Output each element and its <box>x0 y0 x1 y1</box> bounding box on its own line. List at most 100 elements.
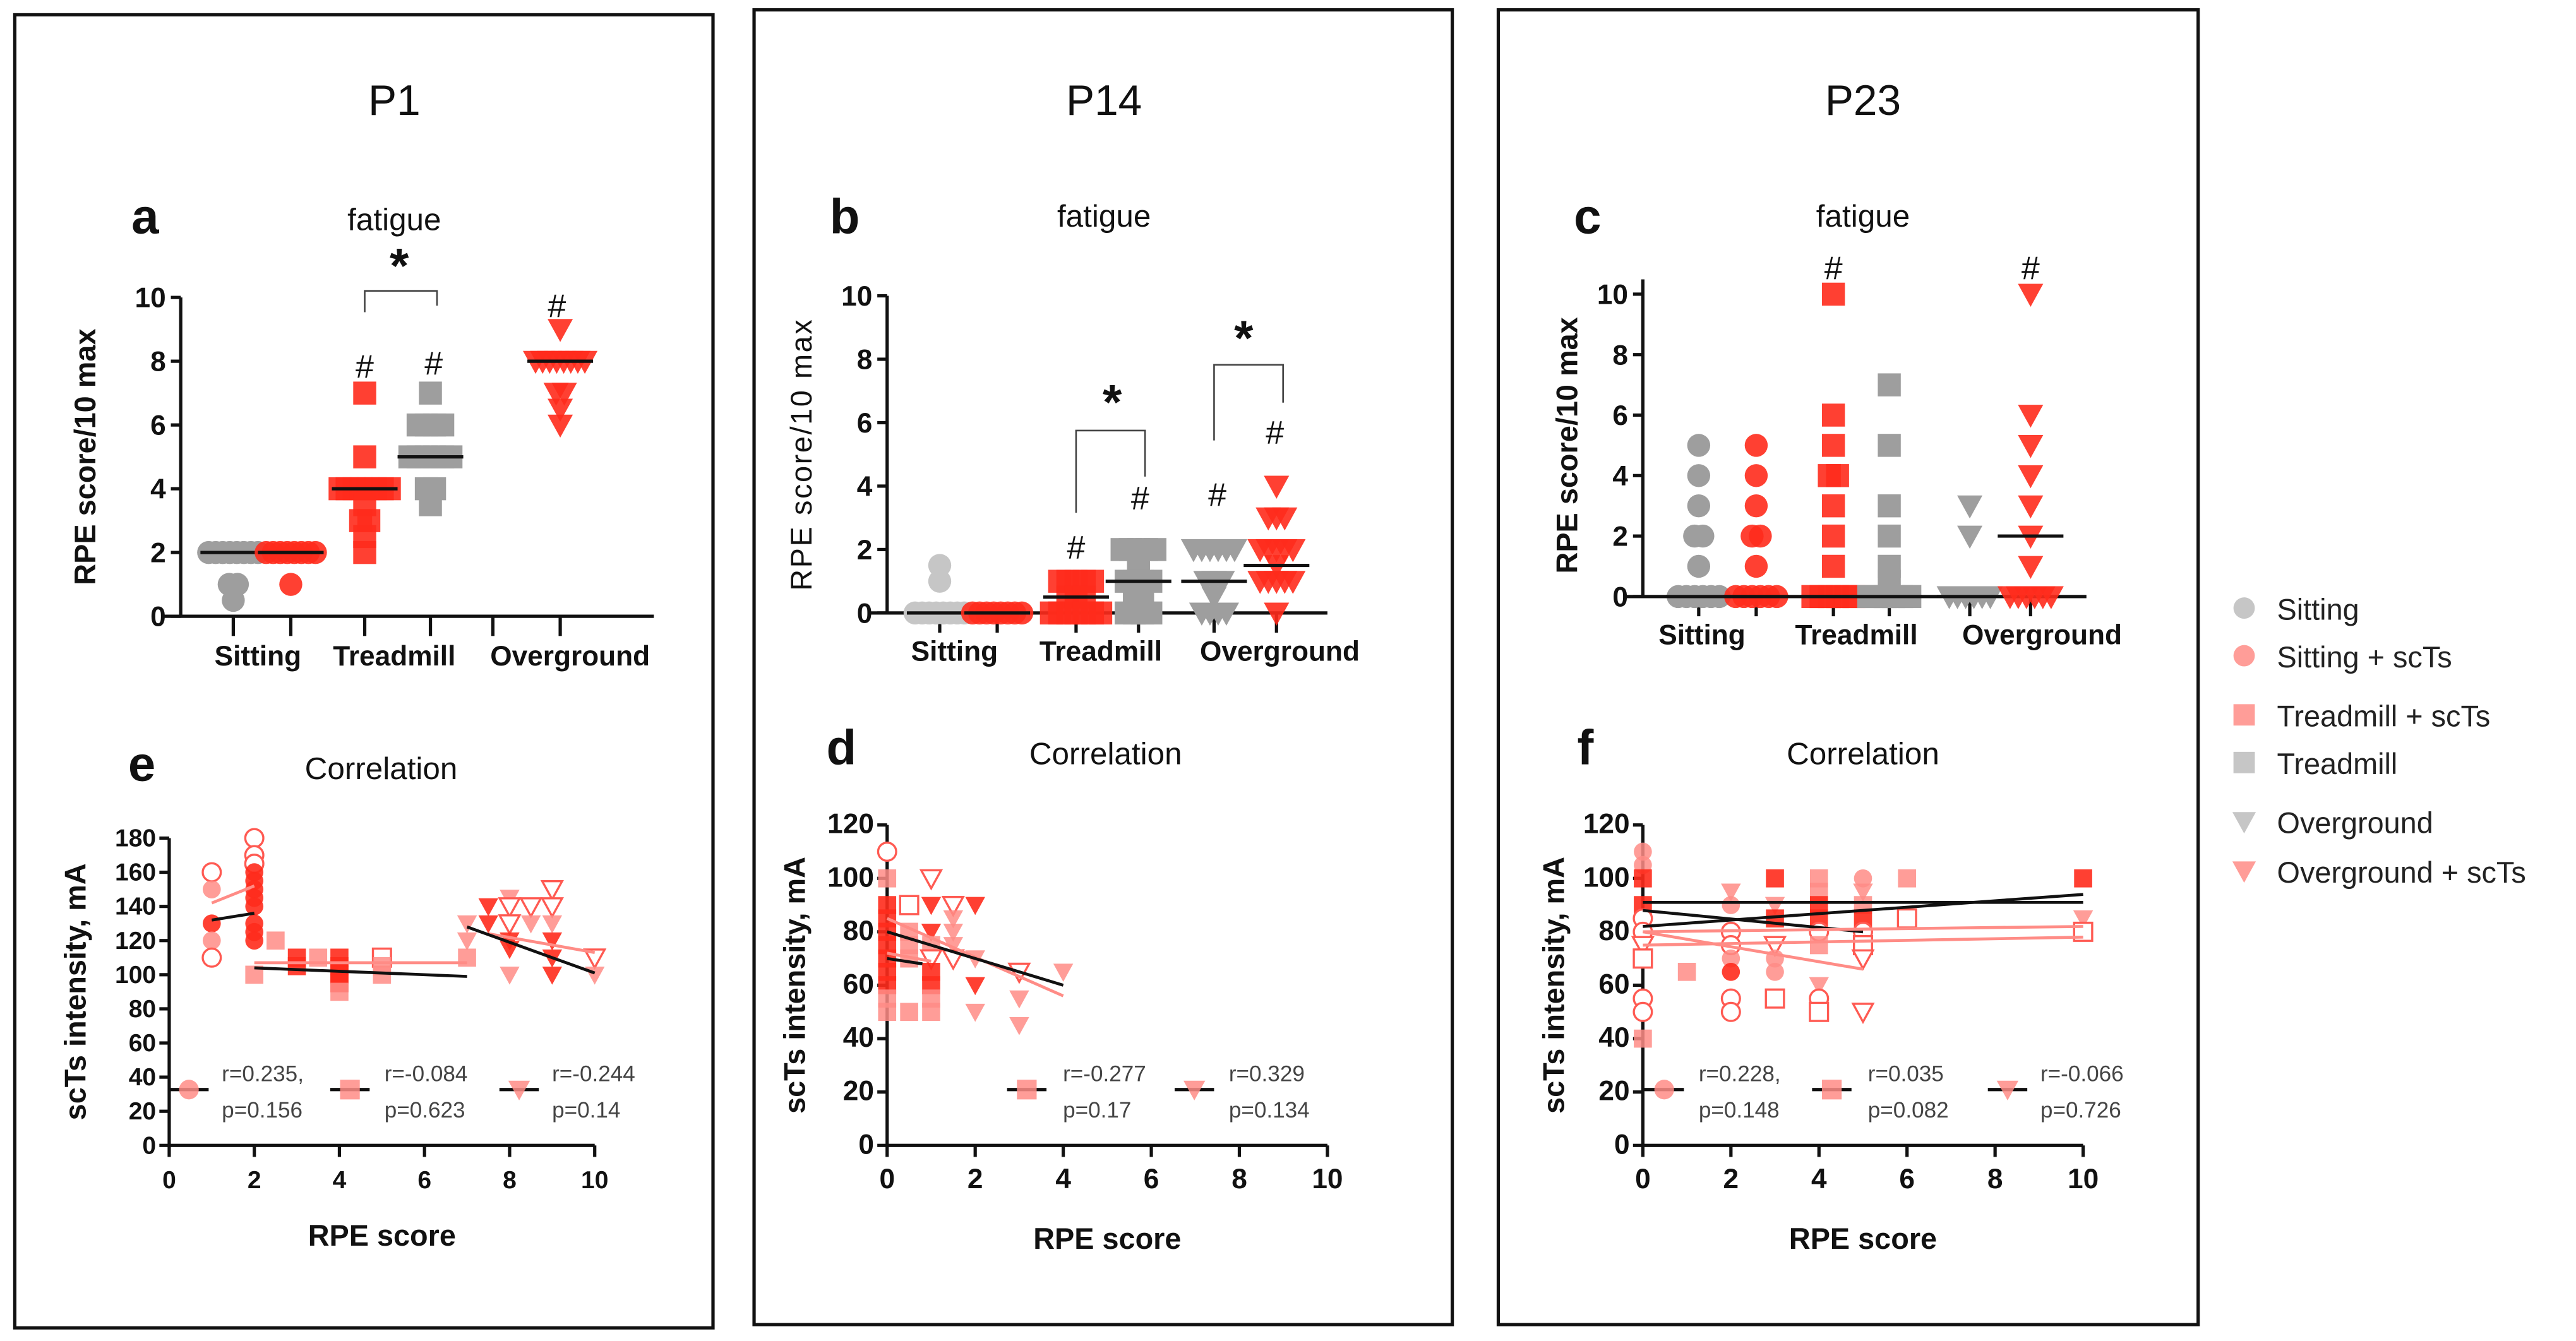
data-point <box>2018 465 2044 489</box>
data-point <box>330 982 349 1001</box>
y-tick-label: 8 <box>857 345 873 376</box>
panel-border-p14 <box>752 8 1454 1326</box>
data-point <box>943 910 964 929</box>
legend: Sitting Sitting + scTs Treadmill + scTs Tre… <box>2232 593 2526 889</box>
data-point <box>1722 962 1740 981</box>
y-tick-label: 2 <box>1612 522 1628 552</box>
legend-item: Overground + scTs <box>2232 856 2526 889</box>
data-point <box>878 1003 897 1022</box>
regression-line-pink <box>1643 925 2083 934</box>
y-tick-label: 0 <box>150 602 166 633</box>
x-tick-label: 4 <box>1811 1164 1827 1195</box>
data-point <box>1826 464 1849 487</box>
y-tick-label: 60 <box>1598 968 1629 999</box>
data-point <box>899 895 920 915</box>
legend-circle-icon <box>2233 645 2255 667</box>
data-point <box>419 381 442 405</box>
data-point <box>203 914 221 933</box>
group-sitting-scts <box>1723 434 1789 609</box>
regression-line-black <box>254 966 467 978</box>
data-point <box>1009 990 1029 1009</box>
group-treadmill-scts <box>328 381 401 564</box>
data-point <box>1766 962 1784 981</box>
y-tick-label: 20 <box>129 1098 156 1125</box>
data-point <box>1766 869 1784 888</box>
y-tick-label: 40 <box>843 1022 874 1053</box>
correlation-r: r=0.235, <box>222 1062 304 1087</box>
hash-mark: # <box>1067 530 1085 566</box>
significance-bracket <box>1075 429 1146 513</box>
y-tick-label: 140 <box>115 893 156 921</box>
data-point <box>287 957 306 975</box>
legend-triangle-icon <box>1996 1080 2019 1100</box>
y-tick-label: 10 <box>841 281 872 312</box>
legend-item: Treadmill + scTs <box>2233 700 2490 733</box>
stat-legend-item: r=-0.277 p=0.17 <box>1007 1062 1146 1123</box>
y-tick-label: 4 <box>1612 461 1628 492</box>
group-overground-scts <box>1997 283 2064 609</box>
data-point <box>928 569 952 593</box>
hash-mark: # <box>1266 415 1284 451</box>
y-tick-label: 120 <box>115 927 156 955</box>
y-tick-label: 120 <box>1583 809 1630 840</box>
regression-line-pink <box>1643 930 1864 971</box>
regression-line-black <box>211 912 255 922</box>
data-point <box>1053 963 1074 982</box>
data-point <box>245 897 264 915</box>
p-value: p=0.14 <box>552 1098 620 1123</box>
x-tick-label: 2 <box>1723 1164 1739 1195</box>
hash-mark: # <box>356 349 374 386</box>
group-sitting-scts <box>961 601 1034 625</box>
x-axis-label: RPE score <box>1033 1222 1181 1255</box>
y-tick-label: 80 <box>1598 915 1629 946</box>
data-point <box>1749 524 1772 548</box>
x-tick-label: 0 <box>1635 1164 1651 1195</box>
data-point <box>222 588 245 612</box>
data-point <box>244 828 265 849</box>
y-tick-label: 40 <box>1598 1022 1629 1053</box>
y-tick-label: 8 <box>1612 340 1628 371</box>
panel-b: b fatigue RPE score/10 max 0 2 4 6 8 10 Sitting Tr… <box>785 189 1360 667</box>
correlation-r: r=0.329 <box>1229 1062 1305 1087</box>
y-tick-label: 4 <box>150 474 166 505</box>
y-tick-label: 6 <box>857 408 873 439</box>
correlation-r: r=-0.277 <box>1063 1062 1146 1087</box>
y-tick-label: 60 <box>129 1030 156 1057</box>
data-point <box>921 923 942 942</box>
x-tick-label: 10 <box>1312 1164 1343 1195</box>
data-point <box>2018 434 2044 458</box>
column-title-p14: P14 <box>1066 77 1142 124</box>
data-point <box>279 573 303 596</box>
category-label: Sitting <box>1658 619 1746 650</box>
data-point <box>928 554 952 577</box>
data-point <box>1264 475 1290 499</box>
data-point <box>1851 949 1875 971</box>
category-label: Overground <box>1962 619 2122 650</box>
x-tick-label: 4 <box>333 1167 347 1194</box>
legend-triangle-icon <box>2232 812 2256 834</box>
panel-border-p1 <box>13 13 715 1330</box>
data-point <box>1878 434 1901 457</box>
y-tick-label: 6 <box>150 410 166 441</box>
data-point <box>353 445 376 468</box>
significance-star: * <box>1103 374 1122 430</box>
plot-title: fatigue <box>1057 199 1151 234</box>
legend-square-icon <box>340 1080 360 1100</box>
correlation-r: r=-0.066 <box>2040 1062 2124 1087</box>
group-sitting <box>1665 434 1732 609</box>
data-point <box>1851 1003 1875 1025</box>
data-point <box>1854 869 1872 888</box>
data-point <box>1687 554 1711 578</box>
y-tick-label: 0 <box>142 1132 156 1159</box>
data-point <box>353 381 376 405</box>
data-point <box>965 897 985 915</box>
data-point <box>1213 602 1239 626</box>
data-point <box>1720 1001 1741 1022</box>
significance-bracket <box>1213 364 1284 441</box>
regression-line-pink <box>887 951 932 963</box>
y-tick-label: 0 <box>857 599 873 629</box>
legend-triangle-icon <box>508 1080 530 1100</box>
x-tick-label: 8 <box>1231 1164 1247 1195</box>
hash-mark: # <box>548 288 566 325</box>
x-tick-label: 2 <box>967 1164 983 1195</box>
